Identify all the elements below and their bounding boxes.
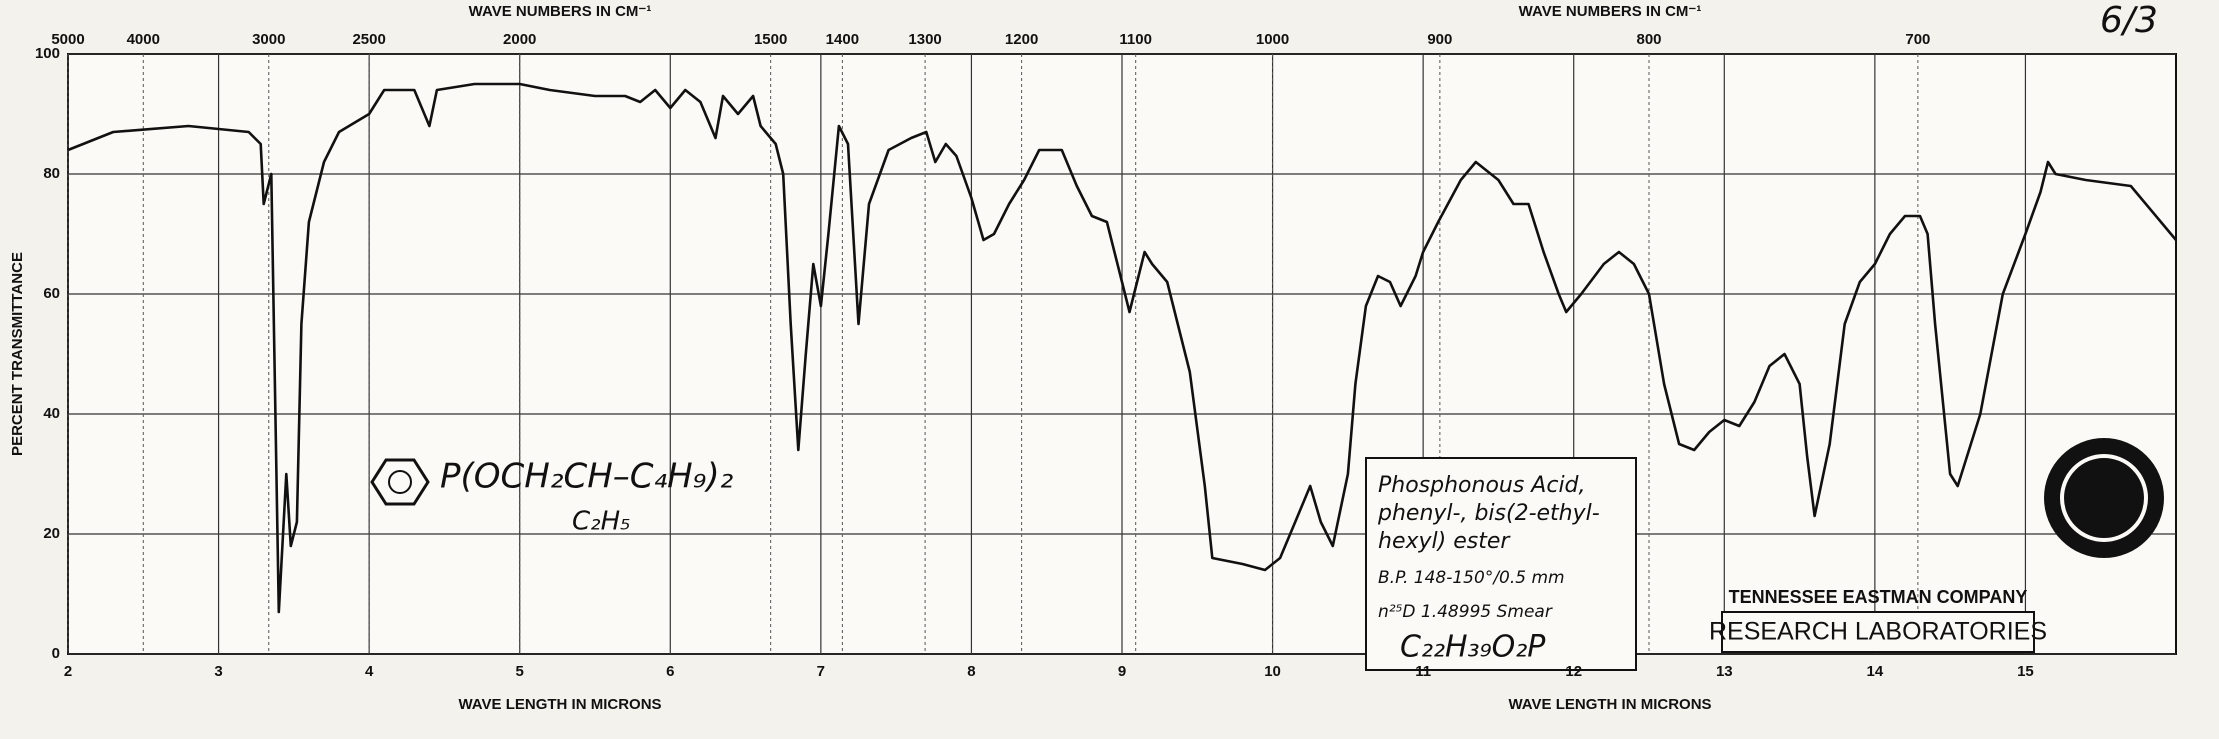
y-axis-label: PERCENT TRANSMITTANCE bbox=[9, 252, 26, 456]
x2-tick-label: 1400 bbox=[826, 31, 859, 48]
x-tick-label: 8 bbox=[967, 663, 975, 680]
x-tick-label: 15 bbox=[2017, 663, 2034, 680]
compound-name: Phosphonous Acid, bbox=[1378, 473, 1586, 498]
x-axis-label: WAVE LENGTH IN MICRONS bbox=[458, 696, 661, 713]
lab-frame bbox=[1721, 611, 2035, 653]
x-tick-label: 7 bbox=[817, 663, 825, 680]
compound-box: Phosphonous Acid, phenyl-, bis(2-ethyl- … bbox=[1365, 457, 1637, 671]
logo-ring bbox=[2060, 454, 2148, 542]
x2-tick-label: 700 bbox=[1905, 31, 1930, 48]
y-tick-label: 20 bbox=[43, 525, 60, 542]
refractive-index: n²⁵D 1.48995 Smear bbox=[1378, 602, 1553, 622]
y-tick-label: 100 bbox=[35, 45, 60, 62]
company-name: TENNESSEE EASTMAN COMPANY bbox=[1729, 587, 2028, 607]
x-tick-label: 13 bbox=[1716, 663, 1733, 680]
x2-tick-label: 1100 bbox=[1119, 31, 1152, 48]
x-tick-label: 6 bbox=[666, 663, 674, 680]
compound-box-frame bbox=[1365, 457, 1637, 671]
x-tick-label: 3 bbox=[214, 663, 222, 680]
x2-tick-label: 1300 bbox=[908, 31, 941, 48]
x2-tick-label: 1200 bbox=[1005, 31, 1038, 48]
lab-name: RESEARCH LABORATORIES bbox=[1709, 618, 2047, 646]
y-tick-label: 60 bbox=[43, 285, 60, 302]
x-tick-label: 9 bbox=[1118, 663, 1126, 680]
x-axis-label: WAVE LENGTH IN MICRONS bbox=[1508, 696, 1711, 713]
compound-name: phenyl-, bis(2-ethyl- bbox=[1377, 501, 1600, 526]
structure-branch: C₂H₅ bbox=[572, 507, 631, 537]
x-tick-label: 4 bbox=[365, 663, 374, 680]
x2-tick-label: 2000 bbox=[503, 31, 536, 48]
structure: P(OCH₂CH–C₄H₉)₂ C₂H₅ bbox=[370, 457, 734, 537]
spectrum-line bbox=[67, 82, 2177, 614]
x-tick-label: 14 bbox=[1867, 663, 1884, 680]
x2-tick-label: 3000 bbox=[252, 31, 285, 48]
x-tick-label: 5 bbox=[516, 663, 524, 680]
x2-tick-label: 1000 bbox=[1256, 31, 1289, 48]
x2-axis-label: WAVE NUMBERS IN CM⁻¹ bbox=[1519, 3, 1702, 20]
x2-tick-label: 2500 bbox=[352, 31, 385, 48]
y-tick-label: 0 bbox=[52, 645, 60, 662]
benzene-circle bbox=[388, 470, 412, 494]
grid-layer bbox=[67, 53, 2176, 655]
x2-tick-label: 1500 bbox=[754, 31, 787, 48]
benzene-ring bbox=[370, 458, 430, 506]
x2-tick-label: 900 bbox=[1427, 31, 1452, 48]
x2-tick-label: 5000 bbox=[51, 31, 84, 48]
x-tick-label: 2 bbox=[64, 663, 72, 680]
y-tick-label: 40 bbox=[43, 405, 60, 422]
x2-tick-label: 800 bbox=[1636, 31, 1661, 48]
x2-tick-label: 4000 bbox=[127, 31, 160, 48]
x-tick-label: 10 bbox=[1264, 663, 1281, 680]
structure-formula: P(OCH₂CH–C₄H₉)₂ bbox=[440, 457, 734, 497]
compound-name: hexyl) ester bbox=[1378, 529, 1511, 554]
x2-axis-label: WAVE NUMBERS IN CM⁻¹ bbox=[469, 3, 652, 20]
company: TENNESSEE EASTMAN COMPANY RESEARCH LABOR… bbox=[1709, 438, 2164, 653]
x-tick-label: 12 bbox=[1565, 663, 1582, 680]
y-tick-label: 80 bbox=[43, 165, 60, 182]
boiling-point: B.P. 148-150°/0.5 mm bbox=[1378, 568, 1565, 588]
molecular-formula: C₂₂H₃₉O₂P bbox=[1400, 630, 1546, 665]
x-tick-label: 11 bbox=[1415, 663, 1431, 680]
page-number: 6/3 bbox=[2100, 0, 2158, 41]
